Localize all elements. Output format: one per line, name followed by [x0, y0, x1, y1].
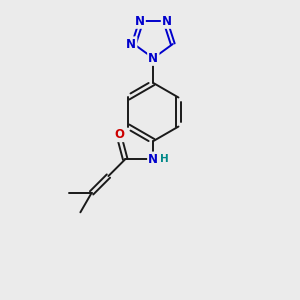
Text: N: N — [148, 52, 158, 65]
Text: O: O — [114, 128, 124, 141]
Text: N: N — [162, 15, 172, 28]
Text: N: N — [126, 38, 136, 50]
Text: N: N — [135, 15, 145, 28]
Text: N: N — [148, 153, 158, 166]
Text: H: H — [160, 154, 169, 164]
